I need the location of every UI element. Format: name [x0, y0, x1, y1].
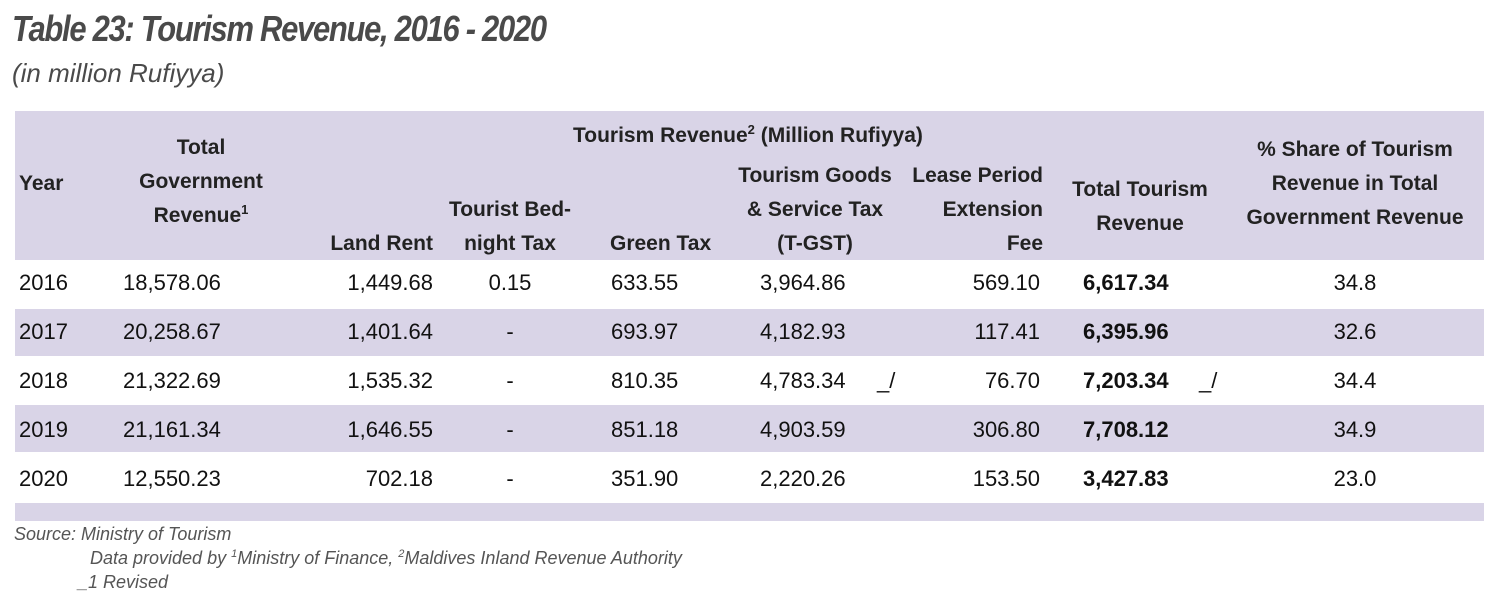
cell-share: 23.0	[1333, 466, 1377, 491]
cell-green: 851.18	[611, 417, 679, 442]
header-green-tax: Green Tax	[610, 232, 712, 255]
header-group-label: Tourism Revenue2 (Million Rufiyya)	[573, 119, 923, 153]
cell-green: 810.35	[611, 368, 679, 393]
cell-total: 3,427.83	[1083, 466, 1169, 491]
cell-year: 2017	[19, 319, 68, 344]
cell-bed: -	[506, 417, 514, 442]
header-group-unit: (Million Rufiyya)	[754, 124, 923, 147]
header-total-tourism-line1: Total Tourism	[1072, 178, 1208, 201]
header-total-gov-line2: Government	[139, 170, 263, 193]
page-subtitle: (in million Rufiyya)	[12, 58, 225, 88]
provider-sup1: 1	[231, 548, 238, 560]
cell-land: 1,646.55	[347, 417, 433, 442]
cell-lease: 117.41	[974, 319, 1040, 344]
provider-prefix: Data provided by	[90, 548, 232, 568]
cell-land: 702.18	[365, 466, 433, 491]
cell-year: 2018	[19, 368, 68, 393]
header-group-label-text: Tourism Revenue	[573, 124, 748, 147]
cell-gov: 18,578.06	[123, 270, 221, 295]
header-lease-line1: Lease Period	[912, 164, 1043, 187]
tourism-revenue-table: Year Total Government Revenue1 Tourism R…	[15, 111, 1484, 521]
header-band	[15, 111, 1484, 260]
cell-total: 7,203.34	[1083, 368, 1169, 393]
cell-gov: 12,550.23	[123, 466, 221, 491]
header-lease-line3: Fee	[1006, 232, 1043, 255]
header-total-gov-sup: 1	[241, 202, 249, 217]
header-tgst-line3: (T-GST)	[777, 232, 853, 255]
revised-mark-total: _/	[1199, 368, 1218, 393]
header-tgst-line1: Tourism Goods	[738, 164, 892, 187]
cell-green: 693.97	[611, 319, 679, 344]
cell-year: 2020	[19, 466, 68, 491]
revised-note: _1 Revised	[78, 572, 169, 592]
header-total-tourism-line2: Revenue	[1096, 212, 1184, 235]
row-band-2019	[15, 405, 1484, 452]
cell-share: 32.6	[1333, 319, 1377, 344]
cell-land: 1,535.32	[347, 368, 433, 393]
provider-sup2: 2	[398, 548, 405, 560]
cell-tgst: 3,964.86	[760, 270, 846, 295]
cell-land: 1,401.64	[347, 319, 433, 344]
header-year: Year	[19, 172, 64, 195]
cell-land: 1,449.68	[347, 270, 433, 295]
cell-green: 633.55	[611, 270, 679, 295]
cell-share: 34.9	[1333, 417, 1377, 442]
cell-bed: -	[506, 466, 514, 491]
header-lease-line2: Extension	[942, 198, 1043, 221]
row-band-2017	[15, 309, 1484, 356]
cell-lease: 153.50	[972, 466, 1040, 491]
cell-tgst: 4,182.93	[760, 319, 846, 344]
header-bed-night-line2: night Tax	[464, 232, 556, 255]
header-total-tourism: Total Tourism Revenue	[1060, 173, 1220, 241]
cell-bed: 0.15	[488, 270, 532, 295]
header-lease-fee: Lease Period Extension Fee	[895, 159, 1043, 261]
header-total-gov-revenue: Total Government Revenue1	[115, 131, 287, 233]
page-title: Table 23: Tourism Revenue, 2016 - 2020	[12, 8, 547, 49]
cell-year: 2016	[19, 270, 68, 295]
header-group-sup: 2	[747, 122, 755, 137]
cell-gov: 21,322.69	[123, 368, 221, 393]
cell-share: 34.4	[1333, 368, 1377, 393]
cell-lease: 569.10	[972, 270, 1040, 295]
provider-1: Ministry of Finance,	[237, 548, 399, 568]
footer-band	[15, 503, 1484, 521]
cell-total: 7,708.12	[1083, 417, 1169, 442]
cell-year: 2019	[19, 417, 68, 442]
provider-note: Data provided by 1Ministry of Finance, 2…	[90, 548, 682, 569]
header-bed-night-tax: Tourist Bed- night Tax	[440, 193, 580, 261]
revised-mark-tgst: _/	[877, 368, 896, 393]
source-note: Source: Ministry of Tourism	[14, 524, 232, 544]
cell-tgst: 4,903.59	[760, 417, 846, 442]
header-total-gov-line3: Revenue1	[115, 199, 287, 233]
header-share: % Share of Tourism Revenue in Total Gove…	[1230, 133, 1480, 235]
provider-2: Maldives Inland Revenue Authority	[404, 548, 682, 568]
cell-tgst: 2,220.26	[760, 466, 846, 491]
header-land-rent: Land Rent	[330, 232, 433, 255]
header-tgst-line2: & Service Tax	[746, 198, 884, 221]
cell-total: 6,617.34	[1083, 270, 1169, 295]
cell-lease: 306.80	[972, 417, 1040, 442]
header-share-line1: % Share of Tourism	[1257, 138, 1453, 161]
header-share-line2: Revenue in Total	[1271, 172, 1439, 195]
cell-tgst: 4,783.34	[760, 368, 846, 393]
header-total-gov-line3-text: Revenue	[153, 204, 242, 227]
header-tgst: Tourism Goods & Service Tax (T-GST)	[727, 159, 903, 261]
cell-gov: 20,258.67	[123, 319, 221, 344]
header-total-gov-line1: Total	[176, 136, 226, 159]
cell-lease: 76.70	[984, 368, 1040, 393]
header-share-line3: Government Revenue	[1246, 206, 1464, 229]
cell-bed: -	[506, 368, 514, 393]
cell-bed: -	[506, 319, 514, 344]
cell-total: 6,395.96	[1083, 319, 1169, 344]
cell-green: 351.90	[611, 466, 679, 491]
header-bed-night-line1: Tourist Bed-	[448, 198, 572, 221]
cell-gov: 21,161.34	[123, 417, 221, 442]
cell-share: 34.8	[1333, 270, 1377, 295]
